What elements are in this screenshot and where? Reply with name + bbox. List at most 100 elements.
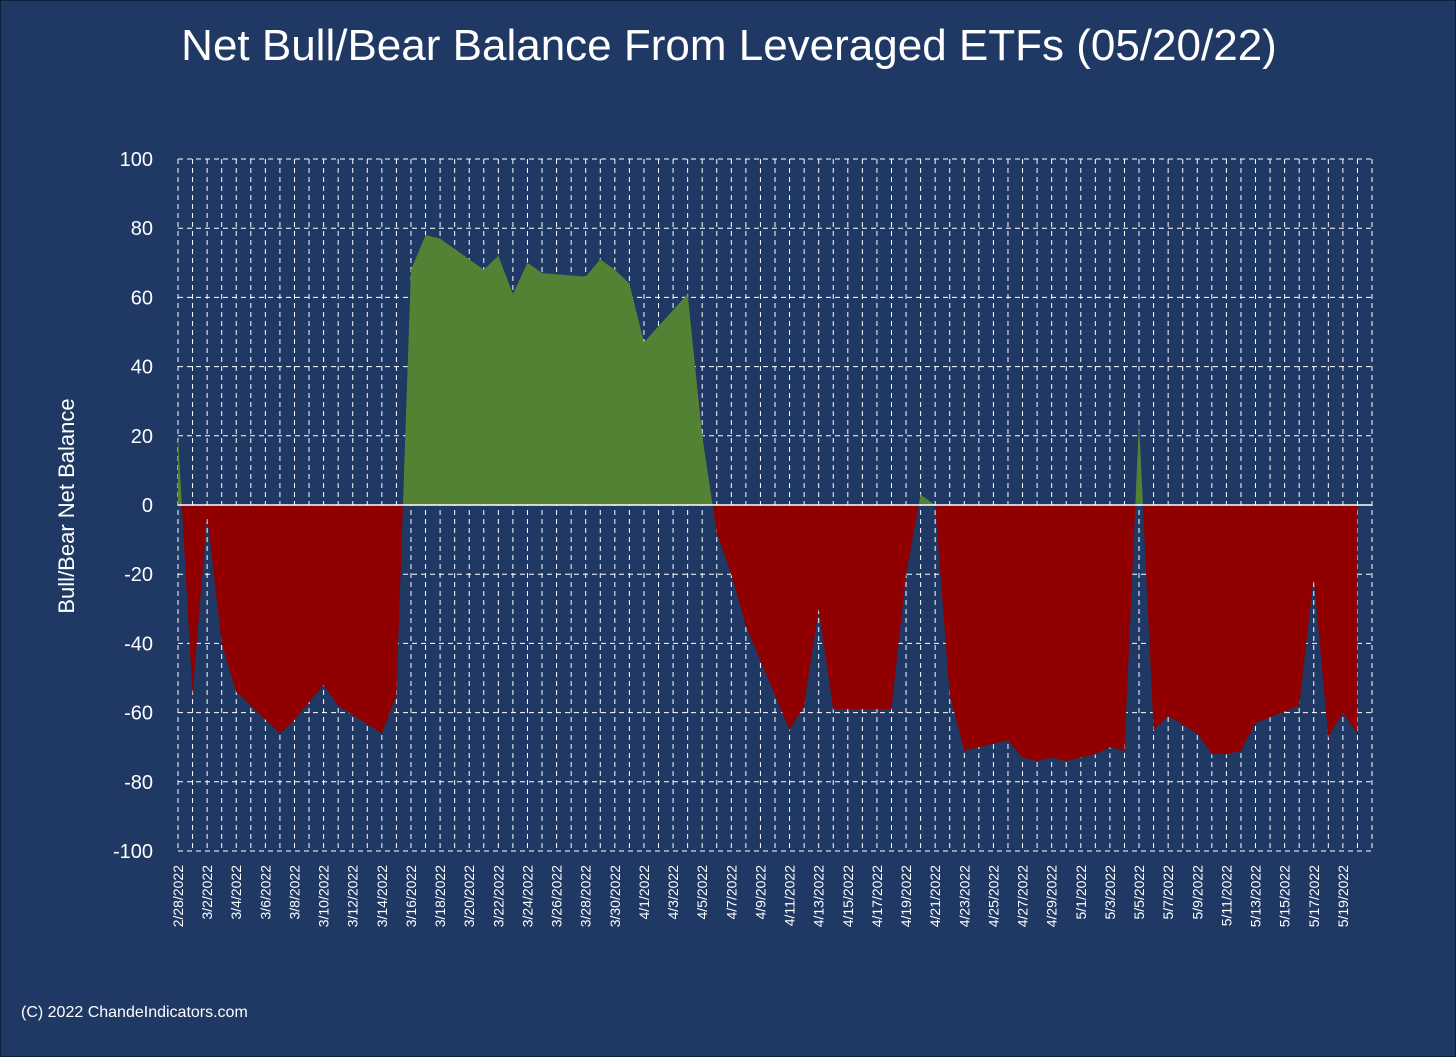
- data-point: [716, 532, 718, 534]
- data-point: [1109, 746, 1111, 748]
- x-tick-label: 5/9/2022: [1189, 865, 1205, 920]
- area-series: [177, 234, 1358, 762]
- x-tick-label: 4/3/2022: [665, 865, 681, 920]
- data-point: [1356, 732, 1358, 734]
- x-tick-label: 5/3/2022: [1102, 865, 1118, 920]
- y-tick-label: -60: [124, 703, 153, 725]
- data-point: [1240, 750, 1242, 752]
- data-point: [818, 608, 820, 610]
- x-tick-label: 4/21/2022: [927, 865, 943, 927]
- x-tick-label: 4/29/2022: [1044, 865, 1060, 927]
- data-point: [293, 719, 295, 721]
- x-tick-label: 3/16/2022: [403, 865, 419, 927]
- data-point: [439, 238, 441, 240]
- data-point: [1022, 757, 1024, 759]
- data-point: [1051, 757, 1053, 759]
- x-tick-label: 4/7/2022: [723, 865, 739, 920]
- x-tick-label: 3/30/2022: [607, 865, 623, 927]
- bull-area: [178, 235, 1358, 505]
- data-point: [512, 293, 514, 295]
- data-point: [803, 705, 805, 707]
- data-point: [1065, 760, 1067, 762]
- y-tick-label: 60: [131, 287, 153, 309]
- data-point: [337, 705, 339, 707]
- data-point: [1036, 760, 1038, 762]
- x-tick-label: 3/28/2022: [578, 865, 594, 927]
- data-point: [687, 293, 689, 295]
- x-tick-label: 3/14/2022: [374, 865, 390, 927]
- x-tick-label: 4/11/2022: [782, 865, 798, 926]
- data-point: [1255, 722, 1257, 724]
- data-point: [526, 262, 528, 264]
- data-point: [730, 573, 732, 575]
- x-tick-label: 3/12/2022: [345, 865, 361, 927]
- data-point: [920, 494, 922, 496]
- y-tick-label: -100: [113, 841, 153, 863]
- data-point: [789, 729, 791, 731]
- data-point: [1167, 715, 1169, 717]
- x-tick-label: 2/28/2022: [170, 865, 186, 927]
- x-tick-label: 4/27/2022: [1015, 865, 1031, 927]
- data-point: [963, 750, 965, 752]
- y-tick-label: 40: [131, 357, 153, 379]
- x-tick-label: 4/13/2022: [811, 865, 827, 927]
- data-point: [221, 642, 223, 644]
- data-point: [425, 234, 427, 236]
- y-tick-label: 80: [131, 218, 153, 240]
- data-point: [1327, 736, 1329, 738]
- data-point: [541, 272, 543, 274]
- data-point: [832, 708, 834, 710]
- data-point: [323, 684, 325, 686]
- bear-area: [178, 505, 1358, 762]
- x-tick-label: 3/4/2022: [228, 865, 244, 920]
- x-axis-ticks: 2/28/2022 3/2/2022 3/4/2022 3/6/2022 3/8/202…: [170, 865, 1351, 928]
- y-tick-label: -80: [124, 772, 153, 794]
- x-tick-label: 3/10/2022: [316, 865, 332, 927]
- data-point: [279, 732, 281, 734]
- x-tick-label: 4/1/2022: [636, 865, 652, 920]
- data-point: [1196, 732, 1198, 734]
- x-tick-label: 3/26/2022: [549, 865, 565, 927]
- data-point: [206, 514, 208, 516]
- data-point: [1313, 577, 1315, 579]
- data-point: [1138, 421, 1140, 423]
- x-tick-label: 4/17/2022: [869, 865, 885, 927]
- y-axis-ticks: 100 80 60 40 20 0 -20 -40 -60 -80 -100: [113, 149, 153, 863]
- x-tick-label: 5/5/2022: [1131, 865, 1147, 920]
- data-point: [949, 694, 951, 696]
- data-point: [1153, 729, 1155, 731]
- x-tick-label: 5/7/2022: [1160, 865, 1176, 920]
- data-point: [643, 341, 645, 343]
- data-point: [1123, 750, 1125, 752]
- x-tick-label: 3/6/2022: [257, 865, 273, 920]
- y-tick-label: 20: [131, 426, 153, 448]
- data-point: [905, 573, 907, 575]
- data-point: [381, 732, 383, 734]
- x-tick-label: 3/20/2022: [461, 865, 477, 927]
- x-tick-label: 5/15/2022: [1277, 865, 1293, 927]
- data-point: [890, 708, 892, 710]
- x-tick-label: 3/22/2022: [490, 865, 506, 927]
- x-tick-label: 5/1/2022: [1073, 865, 1089, 920]
- x-tick-label: 4/15/2022: [840, 865, 856, 927]
- x-tick-label: 5/13/2022: [1248, 865, 1264, 927]
- data-point: [1342, 712, 1344, 714]
- data-point: [1094, 753, 1096, 755]
- data-point: [410, 269, 412, 271]
- data-point: [599, 258, 601, 260]
- chart-title: Net Bull/Bear Balance From Leveraged ETF…: [181, 21, 1277, 70]
- data-point: [745, 625, 747, 627]
- data-point: [701, 435, 703, 437]
- y-tick-label: 0: [142, 495, 153, 517]
- data-point: [497, 255, 499, 257]
- data-point: [395, 694, 397, 696]
- x-tick-label: 5/11/2022: [1218, 865, 1234, 926]
- x-tick-label: 5/17/2022: [1306, 865, 1322, 927]
- x-tick-label: 4/5/2022: [694, 865, 710, 920]
- data-point: [235, 691, 237, 693]
- x-tick-label: 4/25/2022: [985, 865, 1001, 927]
- x-tick-label: 3/8/2022: [287, 865, 303, 920]
- data-point: [177, 435, 179, 437]
